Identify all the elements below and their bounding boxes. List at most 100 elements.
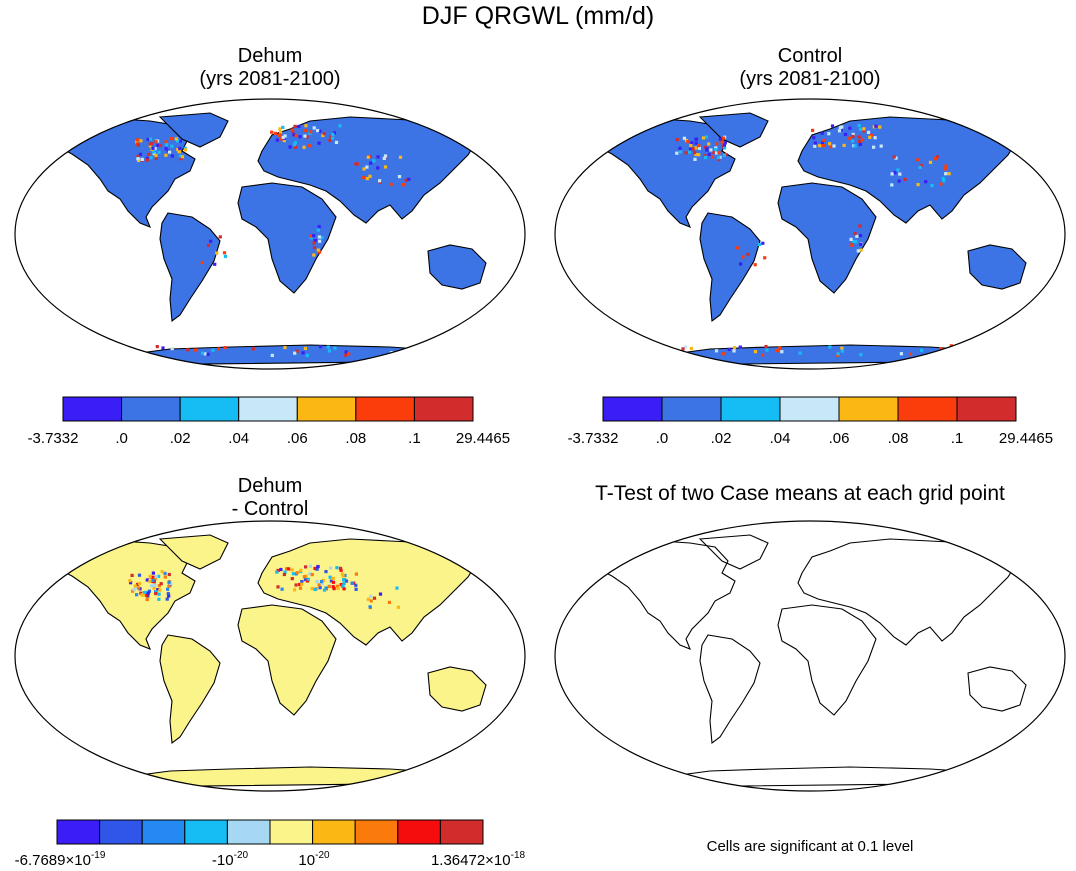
grid-cell xyxy=(335,584,339,588)
grid-cell xyxy=(396,605,400,609)
grid-cell xyxy=(344,353,348,357)
grid-cell xyxy=(764,344,768,349)
grid-cell xyxy=(689,147,693,151)
colorbar-dehum: -3.7332 .0 .02 .04 .06 .08 .1 29.4465 xyxy=(28,396,510,447)
colorbar-label: 29.4465 xyxy=(999,430,1053,447)
grid-cell xyxy=(362,167,366,171)
grid-cell xyxy=(186,348,190,352)
grid-cell xyxy=(283,134,287,138)
grid-cell xyxy=(717,156,721,160)
grid-cell xyxy=(300,580,304,584)
grid-cell xyxy=(203,352,207,356)
grid-cell xyxy=(859,353,863,357)
grid-cell xyxy=(741,255,745,259)
grid-cell xyxy=(141,593,145,597)
grid-cell xyxy=(970,347,974,351)
colorbar-label: .1 xyxy=(951,430,964,447)
grid-cell xyxy=(858,142,862,147)
map-border xyxy=(554,520,1066,792)
grid-cell xyxy=(893,171,897,175)
grid-cell xyxy=(341,574,345,578)
colorbar-label: .04 xyxy=(770,430,791,447)
colorbar-box xyxy=(354,819,399,845)
grid-cell xyxy=(736,246,740,250)
grid-cell xyxy=(820,131,824,135)
grid-cell xyxy=(874,124,878,128)
grid-cell xyxy=(293,141,297,145)
grid-cell xyxy=(714,151,719,155)
grid-cell xyxy=(313,587,317,592)
grid-cell xyxy=(132,588,136,592)
grid-cell xyxy=(317,141,321,145)
grid-cell xyxy=(703,154,707,158)
grid-cell xyxy=(200,261,204,265)
grid-cell xyxy=(145,578,149,582)
grid-cell xyxy=(251,347,255,351)
grid-cell xyxy=(312,241,316,245)
grid-cell xyxy=(872,145,876,149)
grid-cell xyxy=(369,594,373,598)
grid-cell xyxy=(163,571,167,575)
colorbar-box xyxy=(56,819,101,845)
colorbar-box xyxy=(238,396,298,422)
grid-cell xyxy=(136,154,140,159)
grid-cell xyxy=(753,263,757,267)
grid-cell xyxy=(310,587,314,591)
grid-cell xyxy=(721,352,725,356)
colorbar-label: .08 xyxy=(888,430,909,447)
colorbar-box xyxy=(179,396,240,422)
grid-cell xyxy=(281,135,285,139)
land-africa xyxy=(237,604,337,716)
ttest-note: Cells are significant at 0.1 level xyxy=(706,838,914,855)
grid-cell xyxy=(350,581,354,585)
grid-cell xyxy=(135,138,140,142)
grid-cell xyxy=(378,180,382,184)
grid-cell xyxy=(693,157,697,161)
grid-cell xyxy=(939,182,943,186)
land-antarctica xyxy=(649,766,1011,788)
grid-cell xyxy=(890,172,894,176)
grid-cell xyxy=(688,150,692,154)
grid-cell xyxy=(941,176,945,181)
grid-cell xyxy=(133,584,137,588)
colorbar-box xyxy=(602,396,663,422)
grid-cell xyxy=(167,580,171,584)
grid-cell xyxy=(822,138,826,142)
grid-cell xyxy=(857,135,861,139)
grid-cell xyxy=(273,131,277,135)
colorbar-box xyxy=(312,819,356,845)
map-border xyxy=(554,98,1066,370)
grid-cell xyxy=(918,165,922,169)
grid-cell xyxy=(707,152,711,156)
grid-cell xyxy=(403,350,407,354)
land-eurasia xyxy=(797,538,1019,646)
grid-cell xyxy=(763,256,767,260)
grid-cell xyxy=(858,139,862,143)
grid-cell xyxy=(331,132,335,136)
grid-cell xyxy=(778,346,782,350)
grid-cell xyxy=(919,163,923,168)
grid-cell xyxy=(307,144,311,148)
grid-cell xyxy=(315,567,319,571)
grid-cell xyxy=(281,125,285,129)
grid-cell xyxy=(838,125,842,130)
grid-cell xyxy=(723,146,727,150)
grid-cell xyxy=(331,576,335,580)
grid-cell xyxy=(154,140,158,144)
grid-cell xyxy=(851,239,855,244)
grid-cell xyxy=(798,351,802,355)
colorbar-label: -3.7332 xyxy=(568,430,619,447)
grid-cell xyxy=(153,147,157,151)
grid-cell xyxy=(313,566,317,571)
grid-cell xyxy=(924,180,928,184)
grid-cell xyxy=(682,136,686,140)
land-south-america xyxy=(699,212,761,323)
grid-cell xyxy=(152,150,156,154)
land-greenland xyxy=(698,112,769,148)
grid-cell xyxy=(829,145,833,149)
grid-cell xyxy=(727,347,731,351)
grid-cell xyxy=(302,575,306,579)
grid-cell xyxy=(397,175,402,179)
grid-cell xyxy=(200,351,205,355)
grid-cell xyxy=(310,573,314,577)
